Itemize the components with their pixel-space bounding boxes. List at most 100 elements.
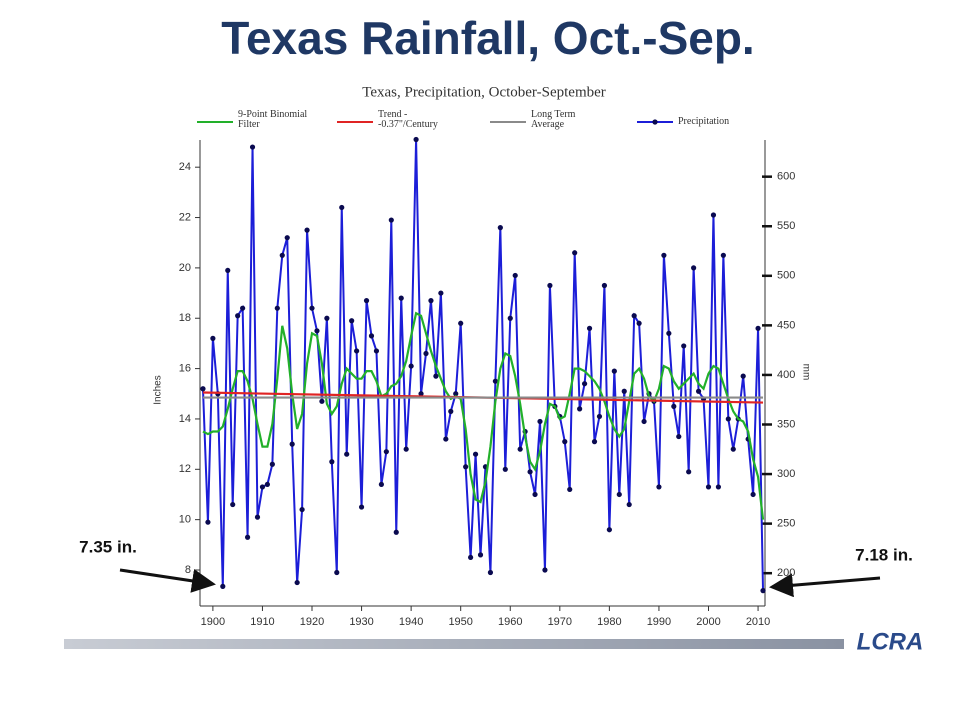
x-tick-label: 1950	[448, 616, 472, 628]
data-point	[730, 446, 736, 452]
data-point	[636, 320, 642, 326]
data-point	[230, 501, 236, 508]
data-point	[577, 406, 583, 412]
data-point	[220, 583, 226, 589]
y-axis-label: Inches	[153, 375, 164, 404]
data-point	[671, 403, 677, 409]
y-tick-label: 18	[179, 312, 191, 324]
y2-tick-label: 350	[777, 418, 795, 430]
data-point	[205, 519, 211, 525]
data-point	[477, 552, 484, 558]
data-point	[720, 252, 726, 258]
data-point	[319, 398, 325, 404]
data-point	[572, 250, 578, 256]
y-tick-label: 12	[179, 463, 191, 475]
footer-bar	[64, 639, 844, 649]
data-point	[468, 554, 474, 561]
x-tick-label: 1970	[548, 616, 572, 628]
y2-tick-label: 200	[777, 567, 795, 579]
data-point	[274, 305, 280, 311]
data-point	[586, 325, 593, 331]
data-point	[433, 373, 439, 379]
data-point	[349, 318, 355, 324]
data-point	[388, 217, 394, 223]
y-tick-label: 24	[179, 161, 191, 173]
data-point	[512, 272, 518, 279]
legend-label: 9-Point Binomial Filter	[238, 110, 307, 130]
data-point	[676, 433, 682, 440]
x-tick-label: 1930	[349, 616, 373, 628]
data-point	[314, 328, 320, 334]
data-point	[225, 267, 231, 274]
data-point	[591, 439, 598, 445]
data-point	[740, 373, 746, 379]
data-point	[358, 504, 365, 510]
data-point	[299, 506, 305, 513]
data-point	[695, 388, 702, 394]
data-point	[542, 567, 548, 573]
data-point	[537, 418, 543, 425]
data-point	[200, 386, 206, 392]
data-point	[264, 481, 271, 488]
slide-title: Texas Rainfall, Oct.-Sep.	[221, 12, 754, 64]
data-point	[339, 204, 345, 211]
legend-label: Precipitation	[678, 117, 729, 127]
data-point	[532, 491, 538, 498]
x-tick-label: 1990	[647, 616, 671, 628]
x-tick-label: 1900	[201, 616, 225, 628]
data-point	[378, 481, 384, 488]
data-point	[517, 446, 523, 452]
data-point	[502, 466, 508, 472]
data-point	[616, 491, 622, 498]
data-point	[661, 252, 667, 258]
x-tick-label: 1920	[300, 616, 324, 628]
data-point	[596, 413, 603, 420]
data-point	[562, 439, 568, 445]
data-point	[393, 529, 399, 535]
data-point	[309, 305, 315, 311]
data-point	[750, 491, 756, 498]
y2-tick-label: 600	[777, 171, 795, 183]
y2-axis-label: mm	[800, 364, 811, 381]
data-point	[681, 343, 687, 349]
data-point	[354, 348, 360, 354]
x-tick-label: 2000	[696, 616, 720, 628]
y2-tick-label: 250	[777, 518, 795, 530]
data-point	[755, 325, 761, 331]
data-point	[527, 469, 533, 475]
y-tick-label: 16	[179, 363, 191, 375]
data-point	[656, 484, 662, 490]
chart-title: Texas, Precipitation, October-September	[362, 84, 606, 100]
y-tick-label: 22	[179, 211, 191, 223]
data-point	[438, 290, 444, 296]
data-point	[507, 315, 513, 321]
data-point	[621, 388, 627, 394]
legend-label: Long Term Average	[531, 110, 575, 130]
data-point	[710, 212, 717, 218]
y-tick-label: 8	[185, 564, 191, 576]
logo: LCRA	[857, 628, 924, 655]
y2-tick-label: 300	[777, 468, 795, 480]
data-point	[492, 378, 498, 384]
data-point	[453, 391, 459, 397]
data-point	[472, 451, 479, 457]
data-point	[725, 416, 731, 422]
y2-tick-label: 550	[777, 220, 795, 232]
data-point	[210, 335, 216, 341]
data-point	[403, 446, 409, 452]
data-point	[304, 227, 310, 233]
annotation-arrow	[769, 573, 881, 598]
data-point	[418, 391, 424, 397]
data-point	[581, 381, 588, 387]
y2-tick-label: 400	[777, 369, 795, 381]
y-tick-label: 20	[179, 262, 191, 274]
data-point	[413, 136, 419, 143]
data-point	[760, 588, 766, 594]
data-point	[329, 459, 335, 465]
data-point	[373, 348, 380, 354]
data-point	[606, 527, 612, 533]
y2-tick-label: 450	[777, 319, 795, 331]
data-point	[641, 418, 647, 425]
